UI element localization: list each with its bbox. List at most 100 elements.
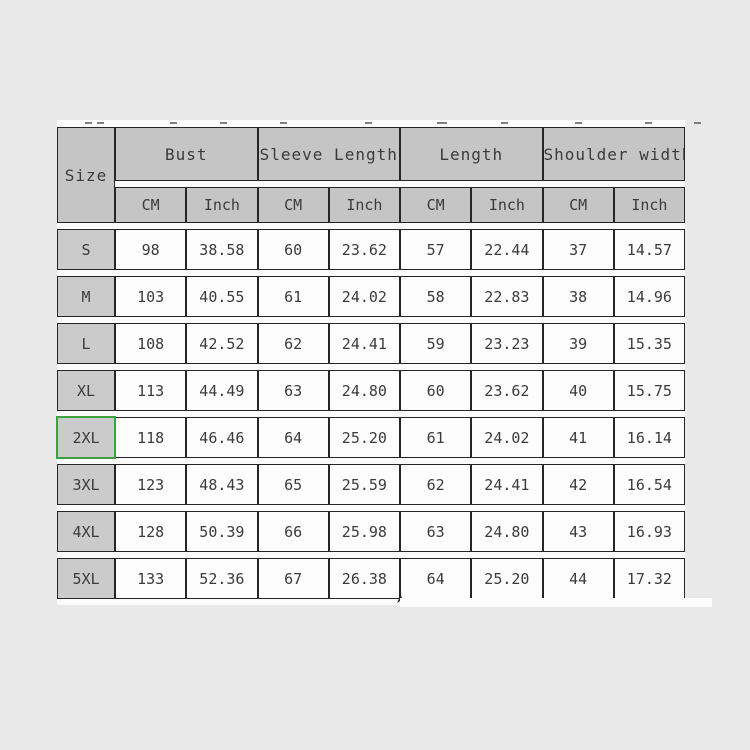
table-row: L 108 42.52 62 24.41 59 23.23 39 15.35 bbox=[57, 323, 685, 364]
cell-sleeve-inch: 23.62 bbox=[328, 229, 400, 270]
cell-sleeve-cm: 65 bbox=[257, 464, 329, 505]
cell-length-cm: 64 bbox=[400, 558, 472, 599]
cell-length-inch: 22.44 bbox=[471, 229, 543, 270]
table-row: 5XL 133 52.36 67 26.38 64 25.20 44 17.32 bbox=[57, 558, 685, 599]
unit-header-shoulder-cm: CM bbox=[542, 187, 614, 223]
table-row: XL 113 44.49 63 24.80 60 23.62 40 15.75 bbox=[57, 370, 685, 411]
size-label: L bbox=[57, 323, 115, 364]
cell-length-cm: 57 bbox=[400, 229, 472, 270]
cell-length-inch: 23.62 bbox=[471, 370, 543, 411]
unit-header-bust-inch: Inch bbox=[186, 187, 258, 223]
cell-shoulder-inch: 14.57 bbox=[613, 229, 685, 270]
cell-shoulder-cm: 44 bbox=[542, 558, 614, 599]
unit-header-shoulder-inch: Inch bbox=[613, 187, 685, 223]
cell-shoulder-inch: 14.96 bbox=[613, 276, 685, 317]
cell-sleeve-inch: 26.38 bbox=[328, 558, 400, 599]
cell-length-inch: 24.80 bbox=[471, 511, 543, 552]
cell-bust-cm: 128 bbox=[115, 511, 187, 552]
cell-shoulder-cm: 43 bbox=[542, 511, 614, 552]
cell-length-cm: 61 bbox=[400, 417, 472, 458]
cell-sleeve-inch: 24.41 bbox=[328, 323, 400, 364]
cell-sleeve-cm: 67 bbox=[257, 558, 329, 599]
size-label: 3XL bbox=[57, 464, 115, 505]
cell-bust-inch: 38.58 bbox=[186, 229, 258, 270]
unit-header-sleeve-inch: Inch bbox=[328, 187, 400, 223]
unit-header-sleeve-cm: CM bbox=[257, 187, 329, 223]
cell-shoulder-cm: 41 bbox=[542, 417, 614, 458]
cropped-row-artifact bbox=[57, 120, 701, 127]
selected-size-cell: 2XL bbox=[56, 416, 116, 459]
cell-length-cm: 59 bbox=[400, 323, 472, 364]
unit-header-length-cm: CM bbox=[400, 187, 472, 223]
cell-shoulder-cm: 38 bbox=[542, 276, 614, 317]
cell-bust-cm: 103 bbox=[115, 276, 187, 317]
cell-bust-inch: 48.43 bbox=[186, 464, 258, 505]
group-header-bust: Bust bbox=[115, 127, 258, 181]
size-chart-table: Size Bust Sleeve Length Length Shoulder … bbox=[56, 121, 685, 605]
cell-shoulder-inch: 16.14 bbox=[613, 417, 685, 458]
size-label: XL bbox=[57, 370, 115, 411]
table-row: 4XL 128 50.39 66 25.98 63 24.80 43 16.93 bbox=[57, 511, 685, 552]
cell-sleeve-cm: 66 bbox=[257, 511, 329, 552]
cell-shoulder-cm: 37 bbox=[542, 229, 614, 270]
cell-bust-cm: 108 bbox=[115, 323, 187, 364]
cell-length-cm: 60 bbox=[400, 370, 472, 411]
table-row-selected: 2XL 118 46.46 64 25.20 61 24.02 41 16.14 bbox=[56, 416, 685, 459]
cell-shoulder-inch: 15.35 bbox=[613, 323, 685, 364]
cell-length-cm: 63 bbox=[400, 511, 472, 552]
group-header-length: Length bbox=[400, 127, 543, 181]
corner-header-size: Size bbox=[57, 127, 115, 223]
header-unit-row: CM Inch CM Inch CM Inch CM Inch bbox=[57, 187, 685, 223]
cell-length-inch: 22.83 bbox=[471, 276, 543, 317]
cell-bust-inch: 52.36 bbox=[186, 558, 258, 599]
unit-header-length-inch: Inch bbox=[471, 187, 543, 223]
table-row: M 103 40.55 61 24.02 58 22.83 38 14.96 bbox=[57, 276, 685, 317]
cell-sleeve-cm: 61 bbox=[257, 276, 329, 317]
size-label: M bbox=[57, 276, 115, 317]
size-chart: Size Bust Sleeve Length Length Shoulder … bbox=[56, 120, 712, 607]
cell-bust-inch: 50.39 bbox=[186, 511, 258, 552]
cell-bust-inch: 46.46 bbox=[186, 417, 258, 458]
cell-bust-cm: 123 bbox=[115, 464, 187, 505]
size-label: 4XL bbox=[57, 511, 115, 552]
cell-shoulder-inch: 16.54 bbox=[613, 464, 685, 505]
cell-shoulder-cm: 42 bbox=[542, 464, 614, 505]
cell-length-inch: 23.23 bbox=[471, 323, 543, 364]
cell-bust-inch: 40.55 bbox=[186, 276, 258, 317]
cell-bust-inch: 44.49 bbox=[186, 370, 258, 411]
cell-sleeve-inch: 24.02 bbox=[328, 276, 400, 317]
cell-bust-cm: 113 bbox=[115, 370, 187, 411]
cell-bust-inch: 42.52 bbox=[186, 323, 258, 364]
cell-shoulder-cm: 39 bbox=[542, 323, 614, 364]
cell-shoulder-inch: 17.32 bbox=[613, 558, 685, 599]
group-header-sleeve-length: Sleeve Length bbox=[257, 127, 400, 181]
cell-sleeve-cm: 63 bbox=[257, 370, 329, 411]
cell-length-inch: 24.02 bbox=[471, 417, 543, 458]
cell-length-inch: 25.20 bbox=[471, 558, 543, 599]
cell-shoulder-inch: 16.93 bbox=[613, 511, 685, 552]
cell-sleeve-cm: 62 bbox=[257, 323, 329, 364]
size-label: 5XL bbox=[57, 558, 115, 599]
cell-bust-cm: 133 bbox=[115, 558, 187, 599]
cell-sleeve-inch: 24.80 bbox=[328, 370, 400, 411]
cropped-edge-artifact bbox=[400, 598, 712, 607]
cell-shoulder-cm: 40 bbox=[542, 370, 614, 411]
table-row: 3XL 123 48.43 65 25.59 62 24.41 42 16.54 bbox=[57, 464, 685, 505]
cell-sleeve-inch: 25.20 bbox=[328, 417, 400, 458]
header-group-row: Size Bust Sleeve Length Length Shoulder … bbox=[57, 127, 685, 223]
cell-length-cm: 58 bbox=[400, 276, 472, 317]
cell-sleeve-inch: 25.59 bbox=[328, 464, 400, 505]
group-header-shoulder-width: Shoulder width bbox=[542, 127, 685, 181]
cell-sleeve-cm: 64 bbox=[257, 417, 329, 458]
table-row: S 98 38.58 60 23.62 57 22.44 37 14.57 bbox=[57, 229, 685, 270]
cell-shoulder-inch: 15.75 bbox=[613, 370, 685, 411]
size-label: S bbox=[57, 229, 115, 270]
cell-length-inch: 24.41 bbox=[471, 464, 543, 505]
cell-sleeve-inch: 25.98 bbox=[328, 511, 400, 552]
cell-bust-cm: 118 bbox=[115, 417, 187, 458]
unit-header-bust-cm: CM bbox=[115, 187, 187, 223]
cell-bust-cm: 98 bbox=[115, 229, 187, 270]
cell-sleeve-cm: 60 bbox=[257, 229, 329, 270]
cell-length-cm: 62 bbox=[400, 464, 472, 505]
